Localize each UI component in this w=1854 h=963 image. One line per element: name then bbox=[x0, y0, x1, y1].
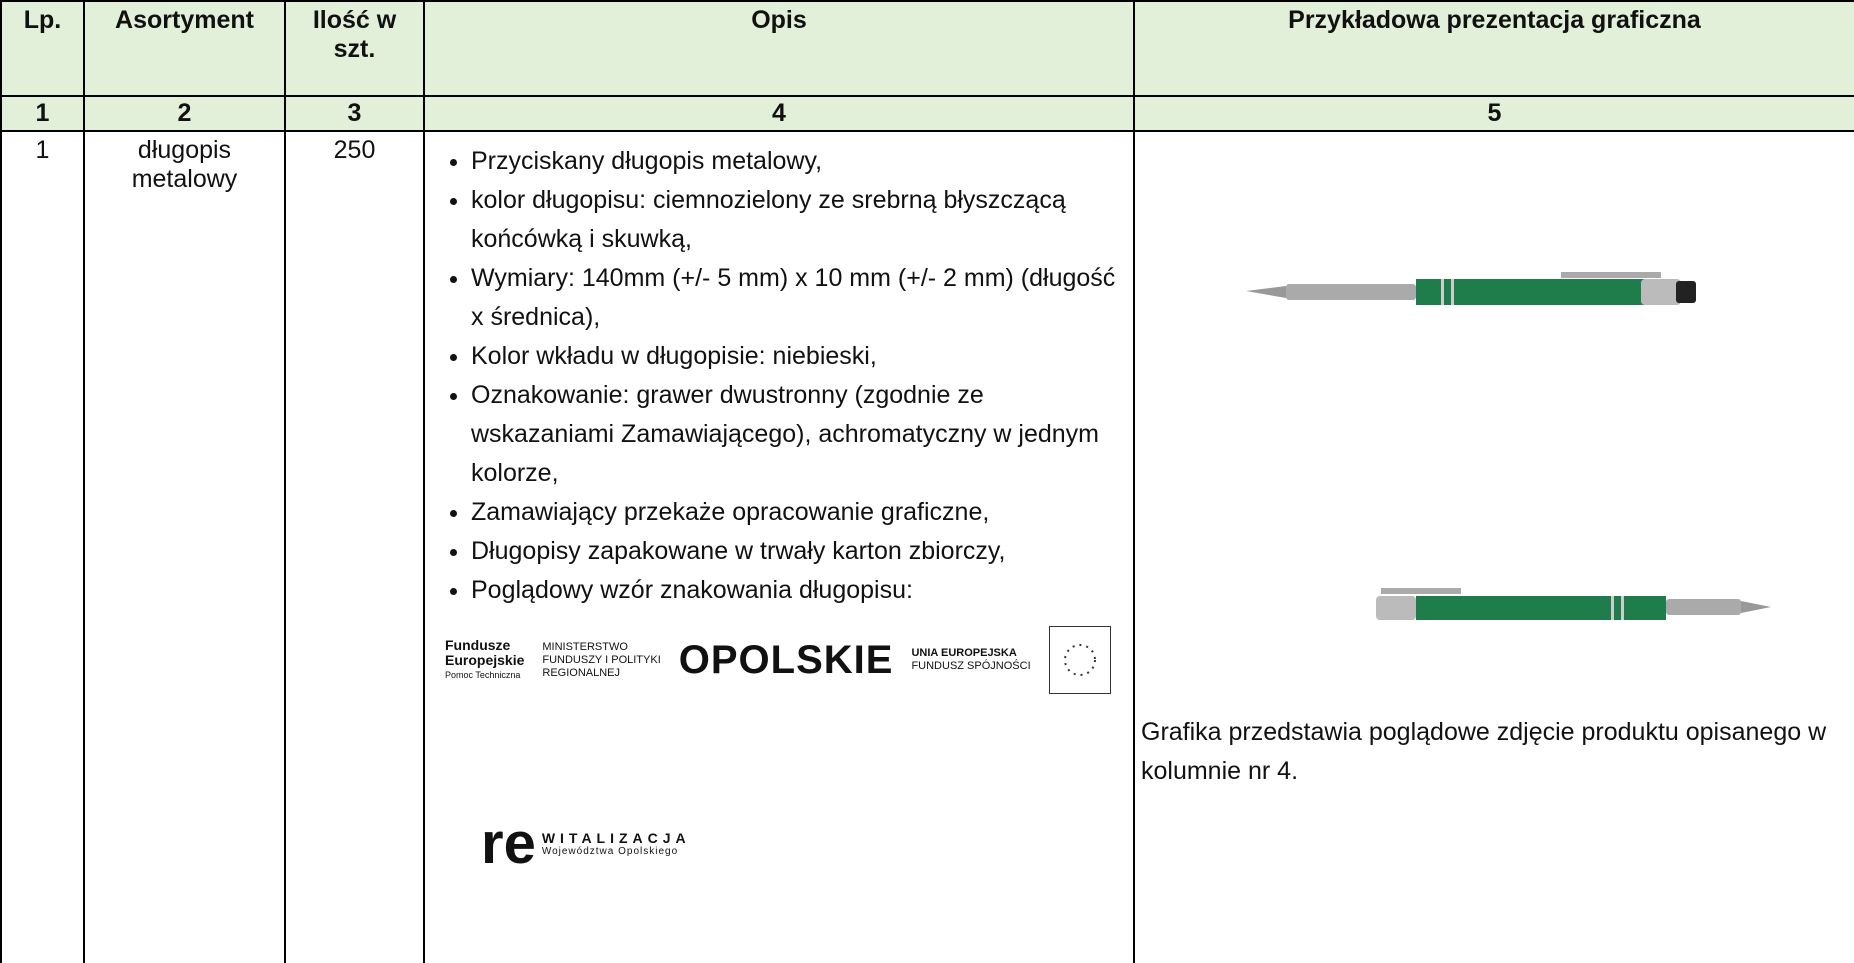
logos: Fundusze Europejskie Pomoc Techniczna MINI… bbox=[445, 620, 1127, 700]
header-cell: Lp. bbox=[0, 0, 85, 97]
caption: Grafika przedstawia poglądowe zdjęcie pr… bbox=[1141, 718, 1827, 785]
logo-text: Pomoc Techniczna bbox=[445, 669, 521, 680]
pen-2 bbox=[1376, 588, 1771, 620]
opis-item: Oznakowanie: grawer dwustronny (zgodnie … bbox=[471, 376, 1127, 493]
number-cell: 5 bbox=[1133, 95, 1854, 132]
opis: Przyciskany długopis metalowy,kolor dług… bbox=[423, 130, 1135, 963]
lp: 1 bbox=[0, 130, 85, 963]
opis-item: Kolor wkładu w długopisie: niebieski, bbox=[471, 337, 1127, 376]
pens bbox=[1246, 272, 1771, 620]
logo-text: Europejskie bbox=[445, 651, 525, 668]
logo-text: MINISTERSTWO bbox=[542, 640, 628, 653]
eu-stars bbox=[1063, 644, 1096, 676]
number-row: 1 2 3 4 5 bbox=[0, 95, 1854, 132]
number-cell: 4 bbox=[423, 95, 1135, 132]
body-row: 1 długopis metalowy 250 Przyciskany dług… bbox=[0, 130, 1854, 963]
eu-flag bbox=[1048, 626, 1111, 694]
ilosc: 250 bbox=[284, 130, 425, 963]
logo-text: re bbox=[481, 811, 536, 876]
logo-text: FUNDUSZY I POLITYKI bbox=[542, 653, 661, 666]
logo-text: UNIA EUROPEJSKA bbox=[911, 647, 1017, 659]
logo-re: re WITALIZACJA Województwa Opolskiego bbox=[481, 810, 1127, 877]
opis-list: Przyciskany długopis metalowy,kolor dług… bbox=[431, 142, 1127, 610]
grafika: Grafika przedstawia poglądowe zdjęcie pr… bbox=[1133, 130, 1854, 963]
logo-min: MINISTERSTWO FUNDUSZY I POLITYKI REGIONALN… bbox=[542, 641, 660, 680]
logo-text: FUNDUSZ SPÓJNOŚCI bbox=[911, 660, 1031, 672]
opis-item: Zamawiający przekaże opracowanie graficz… bbox=[471, 493, 1127, 532]
logo-opolskie: OPOLSKIE bbox=[678, 637, 894, 682]
pen-1 bbox=[1246, 272, 1696, 305]
opis-item: Przyciskany długopis metalowy, bbox=[471, 142, 1127, 181]
header-cell: Ilość w szt. bbox=[284, 0, 425, 97]
header-row: Lp. Asortyment Ilość w szt. Opis Przykła… bbox=[0, 0, 1854, 97]
number-cell: 3 bbox=[284, 95, 425, 132]
logo-ue: UNIA EUROPEJSKA FUNDUSZ SPÓJNOŚCI bbox=[911, 647, 1030, 673]
number-cell: 1 bbox=[0, 95, 85, 132]
number-cell: 2 bbox=[83, 95, 286, 132]
opis-item: kolor długopisu: ciemnozielony ze srebrn… bbox=[471, 181, 1127, 259]
asortyment: długopis metalowy bbox=[83, 130, 286, 963]
logo-text: Fundusze bbox=[445, 636, 511, 653]
logo-text: REGIONALNEJ bbox=[542, 666, 621, 679]
opis-item: Poglądowy wzór znakowania długopisu: bbox=[471, 571, 1127, 610]
opis-item: Długopisy zapakowane w trwały karton zbi… bbox=[471, 532, 1127, 571]
header-cell: Asortyment bbox=[83, 0, 286, 97]
logo-text: WITALIZACJA bbox=[541, 830, 691, 846]
logo-fe: Fundusze Europejskie Pomoc Techniczna bbox=[445, 636, 525, 683]
header-cell: Opis bbox=[423, 0, 1135, 97]
header-cell: Przykładowa prezentacja graficzna bbox=[1133, 0, 1854, 97]
opis-item: Wymiary: 140mm (+/- 5 mm) x 10 mm (+/- 2… bbox=[471, 259, 1127, 337]
logo-text: Województwa Opolskiego bbox=[541, 846, 679, 857]
